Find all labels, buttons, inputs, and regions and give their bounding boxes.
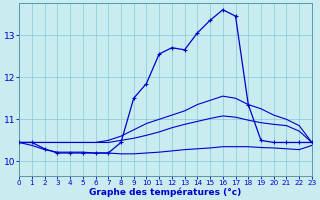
X-axis label: Graphe des températures (°c): Graphe des températures (°c) xyxy=(89,187,242,197)
